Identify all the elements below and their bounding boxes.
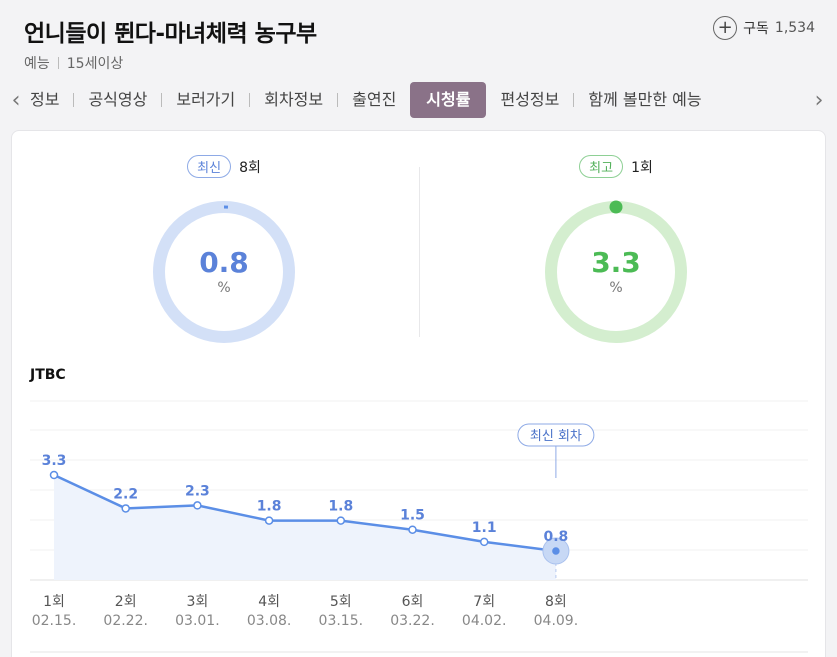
x-tick-label: 4회: [258, 594, 280, 610]
program-title: 언니들이 뛴다-마녀체력 농구부: [24, 21, 317, 47]
tab-5[interactable]: 시청률: [410, 82, 487, 118]
tab-scroll-area: 정보 공식영상 보러가기 회차정보 출연진 시청률 편성정보 함께 볼만한 예능: [28, 82, 805, 118]
latest-rating-unit: %: [217, 280, 231, 296]
ratings-line-chart: 최신 회차 3.3 1회 02.15. 2.2 2회 02.22. 2.3 3회 03.01. 1.…: [30, 400, 808, 653]
subscribe-count: 1,534: [774, 20, 815, 36]
age-rating-label: 15세이상: [66, 56, 124, 72]
latest-rating-value: 0.8: [199, 246, 249, 279]
program-meta: 예능 15세이상: [24, 53, 123, 73]
tab-7[interactable]: 함께 볼만한 예능: [588, 90, 702, 109]
subscribe-button[interactable]: + 구독 1,534: [713, 16, 815, 40]
tab-4[interactable]: 출연진: [352, 90, 397, 109]
tab-divider: [73, 93, 75, 107]
data-label: 1.5: [400, 508, 425, 524]
latest-gauge-svg: [153, 201, 295, 343]
x-date-label: 03.15.: [319, 613, 364, 629]
data-point: [552, 547, 560, 555]
x-date-label: 03.22.: [390, 613, 435, 629]
data-point: [336, 516, 346, 525]
x-date-label: 02.22.: [103, 613, 148, 629]
best-gauge-marker: [609, 200, 623, 214]
data-point: [121, 504, 130, 513]
chevron-right-icon[interactable]: ›: [814, 87, 824, 113]
x-date-label: 04.02.: [462, 613, 507, 629]
tab-1[interactable]: 공식영상: [88, 90, 148, 109]
best-rating-unit: %: [609, 280, 623, 296]
data-label: 0.8: [543, 529, 568, 545]
best-badge: 최고: [579, 155, 624, 178]
data-label: 2.3: [185, 483, 210, 499]
tab-list: 정보 공식영상 보러가기 회차정보 출연진 시청률 편성정보 함께 볼만한 예능: [28, 82, 716, 118]
tab-divider: [337, 93, 339, 107]
best-rating-value: 3.3: [591, 246, 641, 279]
meta-divider: [57, 57, 59, 69]
tab-bar: ‹ 정보 공식영상 보러가기 회차정보 출연진 시청률 편성정보 함께 볼만한 예능 ›: [0, 82, 837, 118]
x-tick-label: 2회: [115, 594, 137, 610]
series-line: [53, 473, 557, 553]
chevron-left-icon[interactable]: ‹: [11, 87, 21, 113]
x-date-label: 04.09.: [534, 613, 579, 629]
x-tick-label: 3회: [187, 594, 209, 610]
genre-label: 예능: [24, 56, 50, 72]
data-label: 1.8: [328, 499, 353, 515]
x-date-label: 02.15.: [32, 613, 77, 629]
data-point: [479, 537, 489, 547]
callout-box: [517, 423, 595, 447]
x-date-label: 03.01.: [175, 613, 220, 629]
data-point: [193, 501, 202, 510]
stat-divider: [419, 167, 420, 337]
best-episode: 1회: [631, 159, 653, 176]
data-point: [408, 525, 417, 534]
data-label: 3.3: [42, 453, 67, 469]
latest-badge: 최신: [187, 155, 232, 178]
latest-rating-panel: 최신 8회 0.8 %: [124, 155, 324, 346]
x-tick-label: 1회: [43, 594, 65, 610]
plus-icon: +: [713, 16, 738, 40]
latest-gauge-fill: [157, 205, 291, 339]
data-label: 1.1: [472, 520, 497, 536]
best-rating-panel: 최고 1회 3.3 %: [516, 155, 716, 346]
data-label: 1.8: [257, 499, 282, 515]
tab-divider: [573, 93, 575, 107]
tab-divider: [249, 93, 251, 107]
ratings-card: 최신 8회 0.8 % 최고 1회 3.3 % JTBC 최신 회차 3.3 1회: [11, 130, 826, 657]
tab-0[interactable]: 정보: [30, 90, 60, 109]
x-tick-label: 8회: [545, 594, 567, 610]
data-label: 2.2: [113, 486, 138, 502]
data-point: [49, 470, 59, 480]
best-gauge-svg: [545, 200, 687, 343]
best-rating-gauge: 3.3 %: [542, 198, 690, 346]
x-tick-label: 5회: [330, 594, 352, 610]
tab-divider: [161, 93, 163, 107]
x-tick-label: 6회: [402, 594, 424, 610]
channel-label: JTBC: [30, 367, 66, 383]
tab-3[interactable]: 회차정보: [264, 90, 324, 109]
latest-rating-gauge: 0.8 %: [150, 198, 298, 346]
subscribe-label: 구독: [743, 21, 769, 37]
tab-2[interactable]: 보러가기: [176, 90, 236, 109]
callout-label: 최신 회차: [530, 429, 582, 444]
area-fill: [54, 475, 556, 580]
x-tick-label: 7회: [473, 594, 495, 610]
data-point: [264, 516, 274, 525]
program-header: 언니들이 뛴다-마녀체력 농구부 예능 15세이상 + 구독 1,534 ‹ 정…: [0, 0, 837, 130]
x-date-label: 03.08.: [247, 613, 292, 629]
latest-episode: 8회: [239, 159, 261, 176]
tab-6[interactable]: 편성정보: [500, 90, 560, 109]
